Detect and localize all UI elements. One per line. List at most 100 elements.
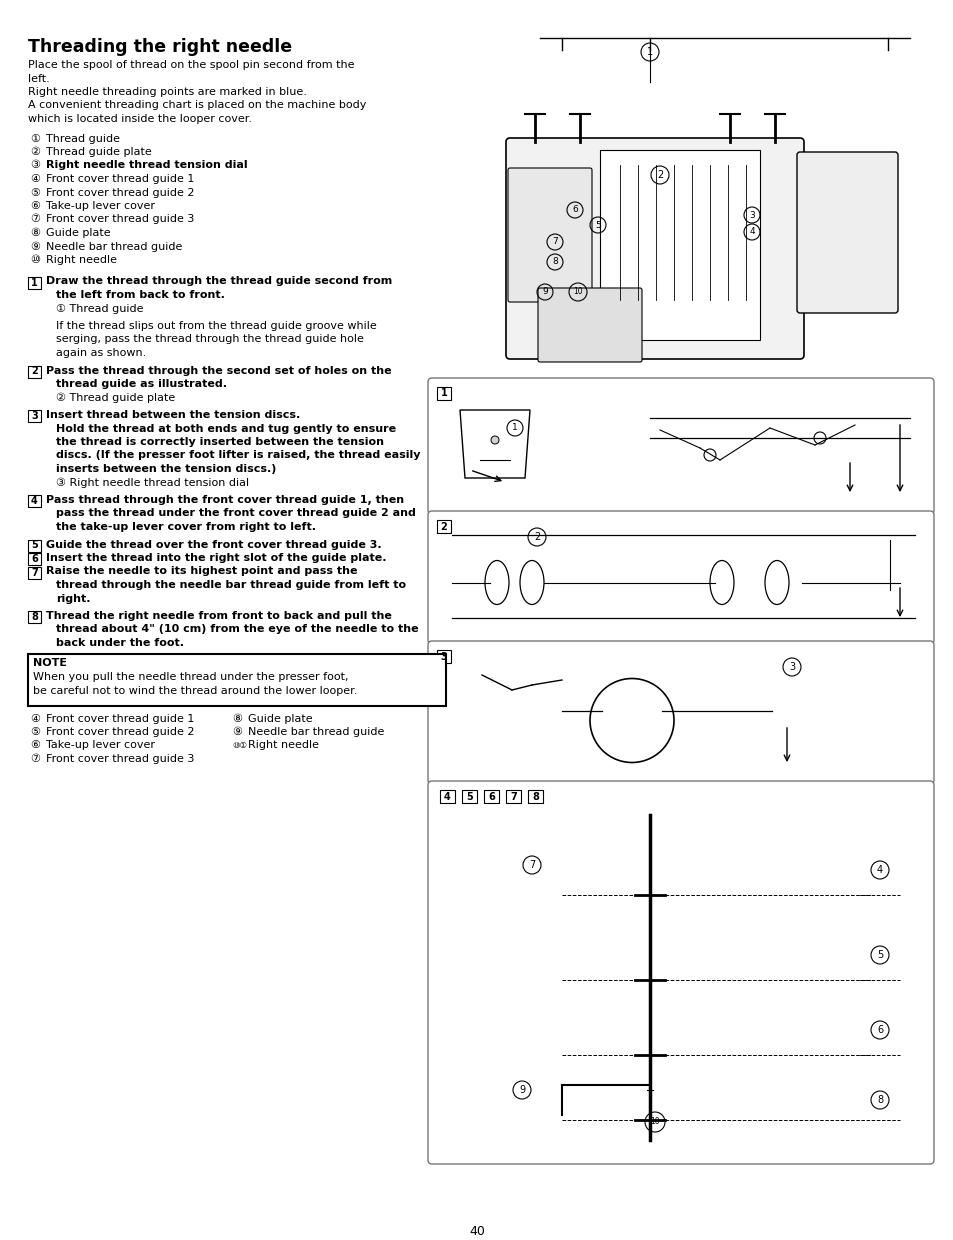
- Text: ⑥: ⑥: [30, 740, 40, 750]
- FancyBboxPatch shape: [505, 138, 803, 360]
- FancyBboxPatch shape: [507, 167, 592, 303]
- Text: ③: ③: [30, 160, 40, 170]
- Bar: [436, 387, 451, 401]
- Text: ⑨: ⑨: [30, 242, 40, 252]
- Text: right.: right.: [56, 594, 91, 604]
- Text: NOTE: NOTE: [33, 657, 67, 667]
- Text: 8: 8: [532, 791, 538, 801]
- Text: thread guide as illustrated.: thread guide as illustrated.: [56, 379, 227, 389]
- Text: Front cover thread guide 2: Front cover thread guide 2: [46, 187, 194, 197]
- Text: 1: 1: [440, 388, 447, 398]
- Text: 4: 4: [31, 496, 38, 506]
- Text: Pass the thread through the second set of holes on the: Pass the thread through the second set o…: [46, 366, 392, 376]
- FancyBboxPatch shape: [428, 378, 933, 515]
- Text: 7: 7: [31, 568, 38, 578]
- Text: 2: 2: [31, 367, 38, 377]
- Text: Needle bar thread guide: Needle bar thread guide: [248, 727, 384, 737]
- FancyBboxPatch shape: [537, 288, 641, 362]
- Text: ② Thread guide plate: ② Thread guide plate: [56, 393, 175, 403]
- Bar: [28, 495, 41, 507]
- Text: be careful not to wind the thread around the lower looper.: be careful not to wind the thread around…: [33, 686, 357, 696]
- Text: 10: 10: [573, 288, 582, 296]
- Text: 4: 4: [876, 866, 882, 875]
- Polygon shape: [459, 410, 530, 477]
- Text: 6: 6: [488, 791, 495, 801]
- Circle shape: [491, 436, 498, 444]
- Text: 6: 6: [876, 1025, 882, 1035]
- Text: Threading the right needle: Threading the right needle: [28, 38, 292, 56]
- Text: discs. (If the presser foot lifter is raised, the thread easily: discs. (If the presser foot lifter is ra…: [56, 450, 420, 460]
- Text: Insert thread between the tension discs.: Insert thread between the tension discs.: [46, 410, 300, 420]
- Text: 7: 7: [552, 238, 558, 247]
- Text: Guide plate: Guide plate: [248, 713, 313, 723]
- Text: 5: 5: [31, 541, 38, 551]
- Text: 7: 7: [528, 861, 535, 870]
- Text: 5: 5: [876, 950, 882, 960]
- Text: 40: 40: [469, 1225, 484, 1238]
- Text: Front cover thread guide 1: Front cover thread guide 1: [46, 174, 194, 184]
- Text: Take-up lever cover: Take-up lever cover: [46, 201, 154, 211]
- Bar: [599, 150, 760, 340]
- Text: 6: 6: [572, 206, 578, 215]
- Bar: [439, 790, 455, 804]
- Text: 1: 1: [31, 278, 38, 288]
- FancyBboxPatch shape: [428, 781, 933, 1164]
- Text: which is located inside the looper cover.: which is located inside the looper cover…: [28, 114, 252, 124]
- Text: 6: 6: [31, 554, 38, 564]
- Text: 3: 3: [748, 211, 754, 219]
- Text: back under the foot.: back under the foot.: [56, 639, 184, 649]
- Text: Guide plate: Guide plate: [46, 228, 111, 238]
- Text: ④: ④: [30, 174, 40, 184]
- Text: ⑨: ⑨: [232, 727, 242, 737]
- Text: serging, pass the thread through the thread guide hole: serging, pass the thread through the thr…: [56, 335, 363, 345]
- Text: Right needle threading points are marked in blue.: Right needle threading points are marked…: [28, 87, 307, 97]
- Text: ⑤: ⑤: [30, 187, 40, 197]
- Text: 3: 3: [31, 410, 38, 422]
- Text: ⑤: ⑤: [30, 727, 40, 737]
- Text: 8: 8: [876, 1095, 882, 1105]
- Text: When you pull the needle thread under the presser foot,: When you pull the needle thread under th…: [33, 672, 348, 682]
- Bar: [28, 653, 446, 706]
- Text: Right needle: Right needle: [46, 255, 117, 265]
- Text: Insert the thread into the right slot of the guide plate.: Insert the thread into the right slot of…: [46, 553, 386, 563]
- Text: ③ Right needle thread tension dial: ③ Right needle thread tension dial: [56, 477, 249, 487]
- Bar: [436, 520, 451, 533]
- Text: If the thread slips out from the thread guide groove while: If the thread slips out from the thread …: [56, 321, 376, 331]
- Text: thread through the needle bar thread guide from left to: thread through the needle bar thread gui…: [56, 580, 406, 590]
- Text: pass the thread under the front cover thread guide 2 and: pass the thread under the front cover th…: [56, 508, 416, 518]
- Text: 1: 1: [646, 47, 653, 57]
- Text: ⑥: ⑥: [30, 201, 40, 211]
- Bar: [483, 790, 498, 804]
- Bar: [28, 366, 41, 377]
- Text: 5: 5: [466, 791, 473, 801]
- Text: ⑧: ⑧: [232, 713, 242, 723]
- Bar: [28, 553, 41, 565]
- Text: Front cover thread guide 3: Front cover thread guide 3: [46, 754, 194, 764]
- Text: 3: 3: [440, 651, 447, 661]
- Text: 4: 4: [444, 791, 451, 801]
- Text: ①: ①: [30, 134, 40, 144]
- FancyBboxPatch shape: [428, 641, 933, 784]
- Text: Thread guide: Thread guide: [46, 134, 120, 144]
- Text: A convenient threading chart is placed on the machine body: A convenient threading chart is placed o…: [28, 100, 366, 110]
- Text: thread about 4" (10 cm) from the eye of the needle to the: thread about 4" (10 cm) from the eye of …: [56, 625, 418, 635]
- Text: Draw the thread through the thread guide second from: Draw the thread through the thread guide…: [46, 277, 392, 286]
- Text: 2: 2: [657, 170, 662, 180]
- Text: inserts between the tension discs.): inserts between the tension discs.): [56, 464, 276, 474]
- Text: 5: 5: [595, 221, 600, 229]
- Text: the thread is correctly inserted between the tension: the thread is correctly inserted between…: [56, 436, 384, 446]
- Bar: [28, 410, 41, 422]
- Bar: [505, 790, 520, 804]
- Text: 8: 8: [552, 258, 558, 267]
- Text: Thread the right needle from front to back and pull the: Thread the right needle from front to ba…: [46, 611, 392, 621]
- Text: 3: 3: [788, 662, 794, 672]
- Text: ②: ②: [30, 148, 40, 157]
- Text: Thread guide plate: Thread guide plate: [46, 148, 152, 157]
- Text: Needle bar thread guide: Needle bar thread guide: [46, 242, 182, 252]
- Text: Right needle: Right needle: [248, 740, 318, 750]
- Text: Pass thread through the front cover thread guide 1, then: Pass thread through the front cover thre…: [46, 495, 404, 505]
- Text: ⑩①: ⑩①: [232, 740, 247, 749]
- Text: 7: 7: [510, 791, 517, 801]
- Bar: [436, 650, 451, 663]
- FancyBboxPatch shape: [428, 511, 933, 644]
